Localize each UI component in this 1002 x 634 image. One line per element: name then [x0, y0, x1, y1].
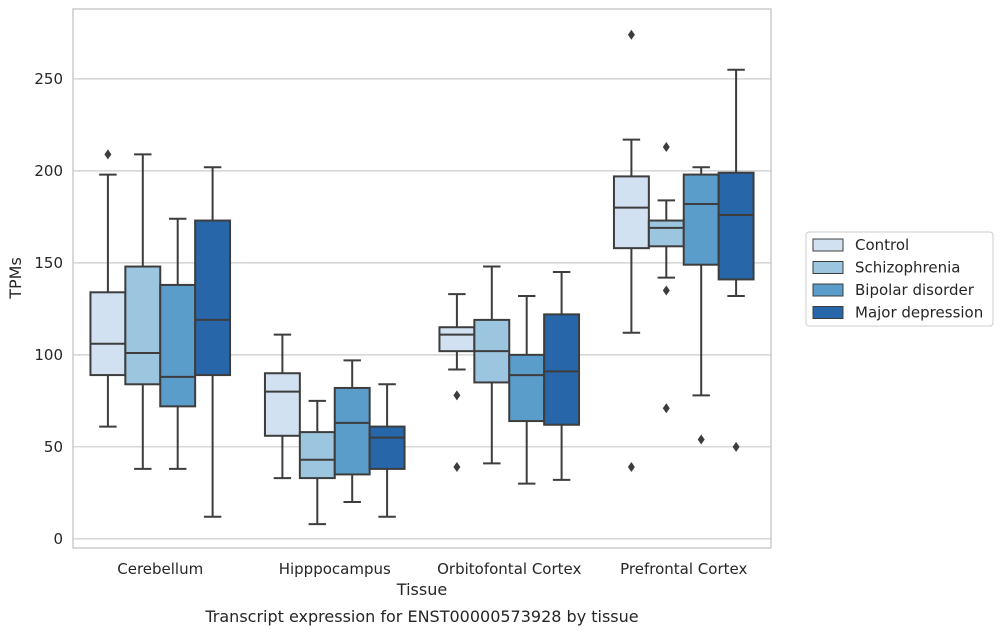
legend-label: Schizophrenia	[855, 259, 960, 277]
legend-frame	[805, 231, 994, 327]
outlier-point	[453, 462, 461, 473]
box	[438, 326, 476, 353]
box-series	[89, 29, 755, 526]
y-tick-label: 150	[34, 254, 63, 272]
x-axis-ticks: Cerebellum Hipppocampus Orbitofontal Corte…	[117, 560, 747, 578]
box-plot-item	[194, 166, 232, 518]
box	[263, 372, 301, 437]
y-tick-label: 200	[34, 162, 63, 180]
y-tick-label: 50	[44, 438, 63, 456]
box	[647, 219, 685, 248]
x-axis-label: Tissue	[396, 580, 447, 599]
box	[682, 173, 720, 266]
box	[333, 386, 371, 476]
y-tick-label: 0	[53, 530, 63, 548]
y-axis-ticks: 0 50 100 150 200 250	[34, 70, 63, 548]
y-tick-label: 100	[34, 346, 63, 364]
legend-label: Control	[855, 236, 909, 254]
box-plot-item	[543, 271, 581, 481]
box	[89, 291, 127, 377]
legend: Control Schizophrenia Bipolar disorder Majo…	[805, 231, 994, 327]
outlier-point	[627, 29, 635, 40]
box	[543, 313, 581, 426]
box	[612, 175, 650, 250]
box-plot-item	[368, 383, 406, 518]
legend-label: Bipolar disorder	[855, 281, 975, 299]
outlier-point	[697, 434, 705, 445]
box-plot-item	[647, 141, 685, 414]
outlier-point	[732, 441, 740, 452]
outlier-point	[453, 390, 461, 401]
box-plot-item	[612, 29, 650, 473]
x-tick-label: Prefrontal Cortex	[620, 560, 747, 578]
box-plot-item	[717, 68, 755, 452]
box-plot-item	[89, 149, 127, 428]
chart-caption: Transcript expression for ENST0000057392…	[204, 607, 638, 626]
box-plot-item	[333, 359, 371, 504]
outlier-point	[662, 141, 670, 152]
x-tick-label: Hipppocampus	[279, 560, 391, 578]
box-plot-item	[298, 399, 336, 526]
box	[717, 171, 755, 281]
box	[124, 265, 162, 386]
box-plot-item	[682, 166, 720, 445]
legend-swatch	[812, 238, 844, 252]
box	[298, 431, 336, 480]
box-plot-item	[473, 265, 511, 465]
box-plot-item	[159, 217, 197, 470]
box	[159, 283, 197, 408]
legend-swatch	[812, 261, 844, 274]
outlier-point	[662, 285, 670, 296]
outlier-point	[662, 403, 670, 414]
legend-swatch	[812, 283, 844, 297]
y-tick-label: 250	[34, 70, 63, 88]
x-tick-label: Orbitofontal Cortex	[437, 560, 581, 578]
x-tick-label: Cerebellum	[117, 560, 203, 578]
legend-label: Major depression	[855, 304, 983, 322]
legend-swatch	[812, 306, 844, 319]
box-plot-item	[508, 294, 546, 485]
y-axis-label: TPMs	[6, 257, 25, 300]
box	[194, 219, 232, 377]
box	[508, 353, 546, 423]
outlier-point	[627, 462, 635, 473]
plot-area	[72, 8, 772, 549]
box-plot-item	[263, 333, 301, 480]
box	[368, 425, 406, 470]
outlier-point	[104, 149, 112, 160]
